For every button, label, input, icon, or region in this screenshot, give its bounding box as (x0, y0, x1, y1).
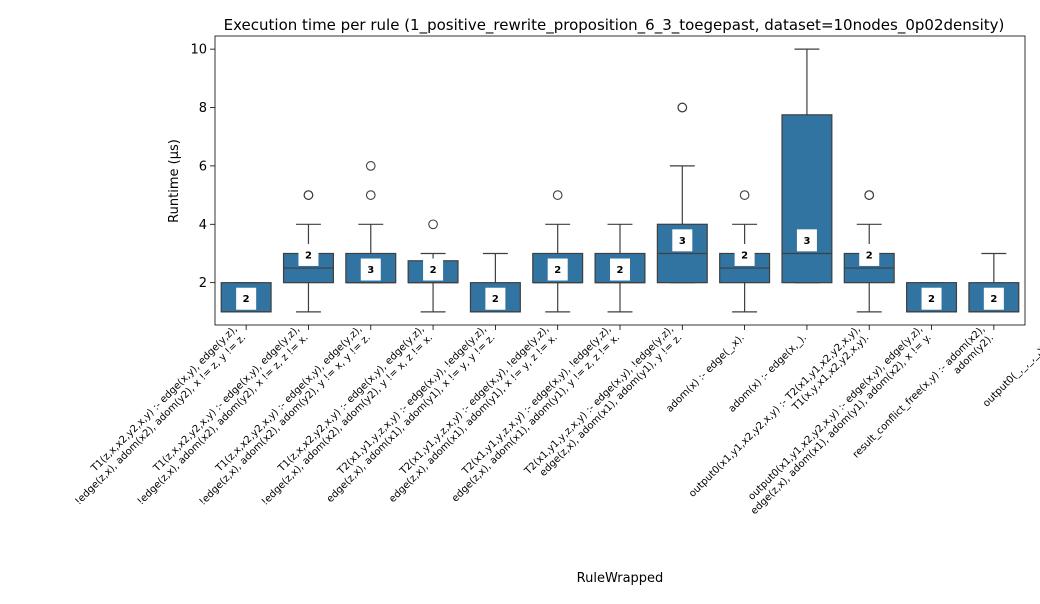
outlier-point (677, 102, 688, 113)
y-axis-label: Runtime (µs) (167, 139, 182, 223)
median-label-background (423, 258, 444, 281)
x-tick-label-line: edge(z,x), adom(x1), adom(y1), y != z. (538, 332, 684, 478)
median-label: 2 (305, 250, 312, 261)
median-label: 2 (430, 265, 437, 276)
outlier-point (365, 161, 376, 171)
median-label-background (360, 258, 381, 281)
y-tick-label: 10 (190, 43, 207, 58)
median-label: 3 (803, 236, 810, 247)
median-label-background (298, 243, 319, 266)
chart-title: Execution time per rule (1_positive_rewr… (224, 16, 1005, 35)
y-tick-label: 2 (199, 276, 207, 291)
outlier-point (739, 190, 750, 200)
median-label: 2 (554, 265, 561, 276)
median-label: 2 (866, 250, 873, 261)
median-label: 3 (679, 236, 686, 247)
median-label-background (610, 258, 630, 281)
y-tick-label: 8 (199, 101, 207, 116)
outlier-point (303, 190, 314, 200)
median-label-background (796, 229, 817, 252)
median-label: 2 (741, 250, 748, 261)
y-tick-label: 4 (199, 218, 207, 233)
median-label: 2 (243, 294, 250, 305)
outlier-point (365, 190, 376, 200)
outlier-point (428, 219, 438, 230)
median-label: 2 (617, 265, 624, 276)
median-label-background (485, 287, 506, 310)
x-tick-label-line: T1(z,x,x2,y2,x,y) :- edge(x,y), edge(y,z… (89, 324, 240, 475)
y-tick-label: 6 (199, 159, 207, 174)
median-label-background (236, 287, 257, 310)
median-label: 3 (367, 265, 374, 276)
outlier-point (864, 190, 875, 200)
axes-frame (214, 35, 1026, 326)
median-label-background (547, 258, 568, 281)
median-label-background (734, 243, 755, 266)
median-label-background (921, 287, 942, 310)
outlier-point (552, 190, 563, 200)
plot-area: 2 4 6 8 10 2 2 3 2 2 2 2 3 2 3 2 2 2 T1(z,x,x2,y2,x,y) :- … (73, 35, 1040, 517)
median-label-background (983, 287, 1004, 310)
median-label: 2 (492, 294, 499, 305)
median-label: 2 (928, 294, 935, 305)
x-axis-label: RuleWrapped (577, 571, 664, 586)
median-label-background (859, 243, 880, 266)
box (781, 114, 833, 284)
median-label-background (672, 229, 693, 252)
median-label: 2 (990, 294, 997, 305)
